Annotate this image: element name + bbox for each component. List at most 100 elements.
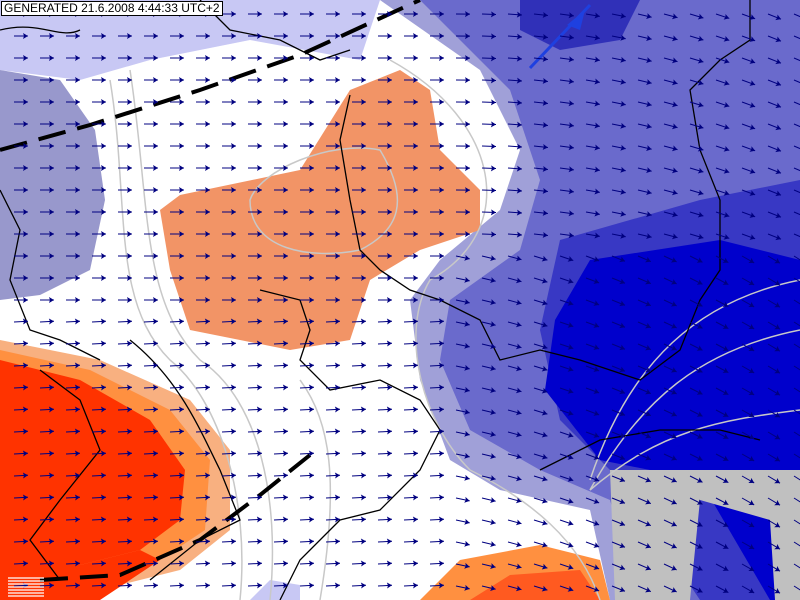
legend-icon (8, 577, 44, 597)
wind-arrow-icon (170, 121, 184, 127)
wind-arrow-icon (533, 209, 548, 216)
wind-arrow-icon (300, 99, 314, 105)
wind-arrow-icon (195, 340, 211, 347)
wind-arrow-icon (169, 340, 185, 347)
wind-arrow-icon (66, 55, 80, 61)
wind-arrow-icon (40, 143, 54, 149)
wind-arrow-icon (455, 143, 471, 150)
wind-arrow-icon (715, 233, 730, 240)
wind-arrow-icon (481, 55, 497, 62)
wind-arrow-icon (404, 253, 418, 259)
wind-arrow-icon (117, 472, 133, 479)
wind-arrow-icon (195, 560, 211, 567)
wind-arrow-icon (195, 318, 211, 325)
wind-arrow-icon (611, 585, 626, 593)
wind-arrow-icon (378, 297, 392, 303)
wind-arrow-icon (403, 494, 419, 501)
wind-arrow-icon (92, 99, 106, 105)
wind-arrow-icon (559, 12, 574, 19)
wind-arrow-icon (481, 343, 496, 350)
wind-arrow-icon (66, 231, 80, 237)
wind-arrow-icon (117, 318, 133, 325)
wind-arrow-icon (559, 475, 574, 482)
wind-arrow-icon (14, 33, 28, 39)
wind-arrow-icon (273, 582, 289, 589)
wind-arrow-icon (455, 342, 470, 349)
wind-arrow-icon (170, 187, 184, 193)
wind-arrow-icon (533, 321, 548, 328)
wind-arrow-icon (195, 406, 211, 413)
wind-arrow-icon (118, 209, 132, 215)
wind-arrow-icon (430, 297, 444, 303)
wind-arrow-icon (169, 450, 185, 457)
wind-arrow-icon (39, 406, 55, 413)
wind-arrow-icon (455, 430, 470, 437)
wind-arrow-icon (118, 99, 132, 105)
wind-arrow-icon (637, 13, 652, 19)
wind-arrow-icon (559, 78, 574, 85)
wind-arrow-icon (689, 585, 703, 593)
wind-arrow-icon (170, 143, 184, 149)
wind-arrow-icon (481, 541, 496, 548)
wind-arrow-icon (637, 299, 652, 307)
wind-arrow-icon (352, 187, 366, 193)
wind-arrow-icon (430, 55, 444, 61)
wind-arrow-icon (92, 253, 106, 259)
wind-arrow-icon (715, 321, 729, 330)
wind-arrow-icon (611, 519, 626, 527)
wind-arrow-icon (689, 145, 704, 152)
wind-arrow-icon (92, 33, 106, 39)
wind-arrow-icon (14, 187, 28, 193)
wind-arrow-icon (326, 33, 340, 39)
wind-arrow-icon (66, 165, 80, 171)
wind-arrow-icon (40, 187, 54, 193)
wind-arrow-icon (91, 538, 107, 545)
wind-arrow-icon (741, 167, 756, 174)
wind-arrow-icon (741, 453, 755, 462)
wind-arrow-icon (13, 516, 29, 523)
wind-arrow-icon (299, 362, 315, 369)
wind-arrow-icon (585, 122, 600, 129)
wind-arrow-icon (585, 100, 600, 107)
wind-arrow-icon (481, 165, 497, 172)
wind-arrow-icon (117, 516, 133, 523)
wind-arrow-icon (195, 516, 211, 523)
wind-arrow-icon (144, 121, 158, 127)
wind-arrow-icon (378, 275, 392, 281)
wind-arrow-icon (326, 209, 340, 215)
wind-arrow-icon (377, 406, 393, 413)
wind-arrow-icon (715, 255, 729, 264)
wind-arrow-icon (715, 13, 730, 20)
wind-arrow-icon (637, 365, 652, 373)
wind-arrow-icon (91, 582, 107, 589)
wind-arrow-icon (404, 121, 418, 127)
wind-arrow-icon (91, 516, 107, 523)
wind-arrow-icon (144, 165, 158, 171)
wind-arrow-icon (248, 165, 262, 171)
wind-arrow-icon (222, 165, 236, 171)
wind-arrow-icon (299, 582, 315, 589)
wind-arrow-icon (170, 55, 184, 61)
wind-arrow-icon (507, 585, 522, 592)
wind-arrow-icon (274, 253, 288, 259)
wind-arrow-icon (429, 362, 445, 369)
wind-arrow-icon (793, 211, 800, 218)
wind-arrow-icon (637, 255, 652, 263)
wind-arrow-icon (273, 362, 289, 369)
wind-arrow-icon (715, 343, 729, 352)
wind-arrow-icon (143, 450, 159, 457)
wind-arrow-icon (403, 406, 419, 413)
wind-arrow-icon (196, 187, 210, 193)
wind-arrow-icon (767, 79, 782, 87)
wind-arrow-icon (533, 563, 548, 570)
wind-arrow-icon (91, 494, 107, 501)
wind-arrow-icon (741, 123, 756, 130)
wind-arrow-icon (507, 497, 522, 504)
wind-arrow-icon (533, 99, 548, 106)
wind-arrow-icon (169, 516, 185, 523)
wind-arrow-icon (533, 231, 548, 238)
wind-arrow-icon (169, 362, 185, 369)
wind-arrow-icon (429, 340, 445, 347)
region-orange (160, 70, 480, 350)
wind-arrow-icon (429, 384, 445, 391)
